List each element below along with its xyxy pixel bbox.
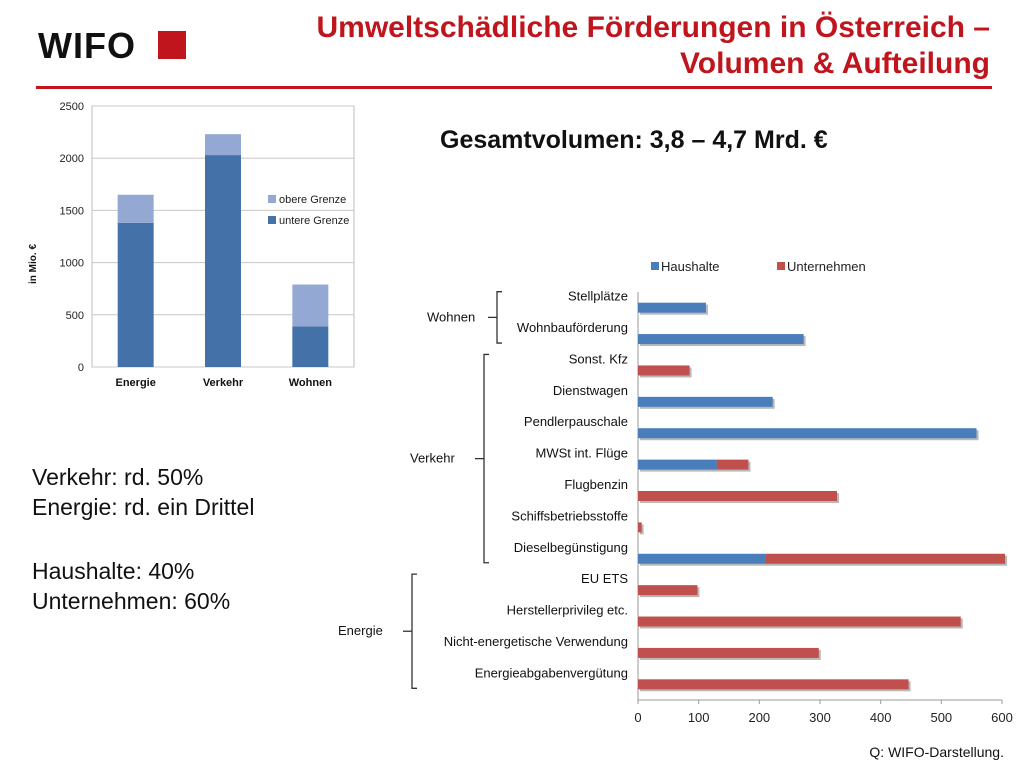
bar-chart-ytick-label: 1500: [60, 205, 84, 217]
hbar-xtick-label: 100: [688, 710, 710, 725]
hbar-xtick-label: 300: [809, 710, 831, 725]
summary-actor: Haushalte: 40% Unternehmen: 60%: [32, 556, 230, 616]
bar-chart-ytick-label: 2000: [60, 153, 84, 165]
hbar-group-bracket: [496, 291, 502, 344]
bar-chart-ytick-label: 2500: [60, 101, 84, 113]
hbar-xtick-label: 500: [930, 710, 952, 725]
bar-chart-ytick-label: 500: [66, 310, 84, 322]
hbar-category-label: Flugbenzin: [564, 477, 628, 492]
title-divider: [36, 86, 992, 89]
hbar-category-label: Dienstwagen: [553, 383, 628, 398]
bar-lower-bound: [117, 222, 154, 367]
hbar-unternehmen: [638, 491, 837, 501]
bar-chart-legend-label: obere Grenze: [279, 194, 346, 206]
hbar-unternehmen: [638, 616, 961, 627]
summary-sector: Verkehr: rd. 50% Energie: rd. ein Dritte…: [32, 462, 254, 522]
total-volume: Gesamtvolumen: 3,8 – 4,7 Mrd. €: [440, 126, 828, 154]
bar-chart-legend-swatch: [268, 195, 276, 203]
bar-chart-legend-swatch: [268, 216, 276, 224]
hbar-unternehmen: [638, 585, 698, 596]
hbar-haushalte: [638, 396, 773, 407]
hbar-group-label: Verkehr: [410, 451, 455, 466]
hbar-category-label: MWSt int. Flüge: [536, 446, 628, 461]
hbar-haushalte: [638, 459, 717, 470]
hbar-category-label: Energieabgabenvergütung: [475, 665, 628, 680]
hbar-legend-label: Unternehmen: [787, 259, 866, 274]
bar-lower-bound: [292, 326, 329, 367]
bar-upper-bound: [292, 284, 329, 327]
wifo-logo: WIFO: [38, 25, 186, 64]
hbar-category-label: Schiffsbetriebsstoffe: [511, 508, 628, 523]
hbar-unternehmen: [638, 647, 819, 658]
hbar-group-bracket: [483, 353, 489, 564]
hbar-xtick-label: 600: [991, 710, 1013, 725]
hbar-legend-swatch: [777, 262, 785, 270]
bar-upper-bound: [205, 134, 241, 156]
hbar-haushalte: [638, 302, 706, 313]
hbar-xtick-label: 200: [748, 710, 770, 725]
summary-line-haushalte: Haushalte: 40%: [32, 558, 195, 584]
hbar-category-label: Sonst. Kfz: [569, 351, 628, 366]
hbar-unternehmen: [638, 679, 909, 690]
hbar-category-label: Nicht-energetische Verwendung: [444, 634, 628, 649]
summary-line-unternehmen: Unternehmen: 60%: [32, 588, 231, 614]
bar-chart-category-label: Wohnen: [289, 377, 332, 389]
hbar-unternehmen: [716, 459, 749, 470]
hbar-xtick-label: 400: [870, 710, 892, 725]
wifo-logo-text: WIFO: [38, 25, 136, 64]
hbar-unternehmen: [638, 522, 642, 533]
hbar-xtick-label: 0: [634, 710, 641, 725]
hbar-haushalte: [638, 553, 766, 564]
hbar-haushalte: [638, 334, 804, 345]
summary-line-verkehr: Verkehr: rd. 50%: [32, 464, 204, 490]
hbar-shadow-unternehmen: [640, 524, 644, 535]
bar-chart-ylabel: in Mio. €: [28, 244, 39, 284]
hbar-unternehmen: [765, 553, 1006, 564]
hbar-haushalte: [638, 428, 977, 439]
wifo-logo-square: [158, 31, 186, 59]
title-line-1: Umweltschädliche Förderungen in Österrei…: [316, 11, 990, 44]
hbar-category-label: Stellplätze: [568, 289, 628, 304]
title-line-2: Volumen & Aufteilung: [680, 47, 990, 80]
hbar-legend-label: Haushalte: [661, 259, 720, 274]
hbar-group-label: Wohnen: [427, 309, 475, 324]
hbar-category-label: Dieselbegünstigung: [514, 540, 628, 555]
source-note: Q: WIFO-Darstellung.: [869, 744, 1004, 760]
bar-chart-category-label: Verkehr: [203, 377, 244, 389]
hbar-category-label: Herstellerprivileg etc.: [507, 603, 628, 618]
bar-chart-legend-label: untere Grenze: [279, 215, 349, 227]
bar-chart-ytick-label: 1000: [60, 258, 84, 270]
hbar-group-label: Energie: [338, 623, 383, 638]
bar-lower-bound: [205, 155, 241, 367]
bar-chart-ytick-label: 0: [78, 362, 84, 374]
page-title: Umweltschädliche Förderungen in Österrei…: [190, 10, 990, 82]
bar-chart-category-label: Energie: [115, 377, 155, 389]
hbar-category-label: EU ETS: [581, 571, 628, 586]
hbar-category-label: Wohnbauförderung: [517, 320, 628, 335]
hbar-category-label: Pendlerpauschale: [524, 414, 628, 429]
summary-line-energie: Energie: rd. ein Drittel: [32, 494, 255, 520]
hbar-unternehmen: [638, 365, 690, 376]
hbar-legend-swatch: [651, 262, 659, 270]
bar-upper-bound: [117, 194, 154, 223]
hbar-group-bracket: [411, 573, 417, 689]
